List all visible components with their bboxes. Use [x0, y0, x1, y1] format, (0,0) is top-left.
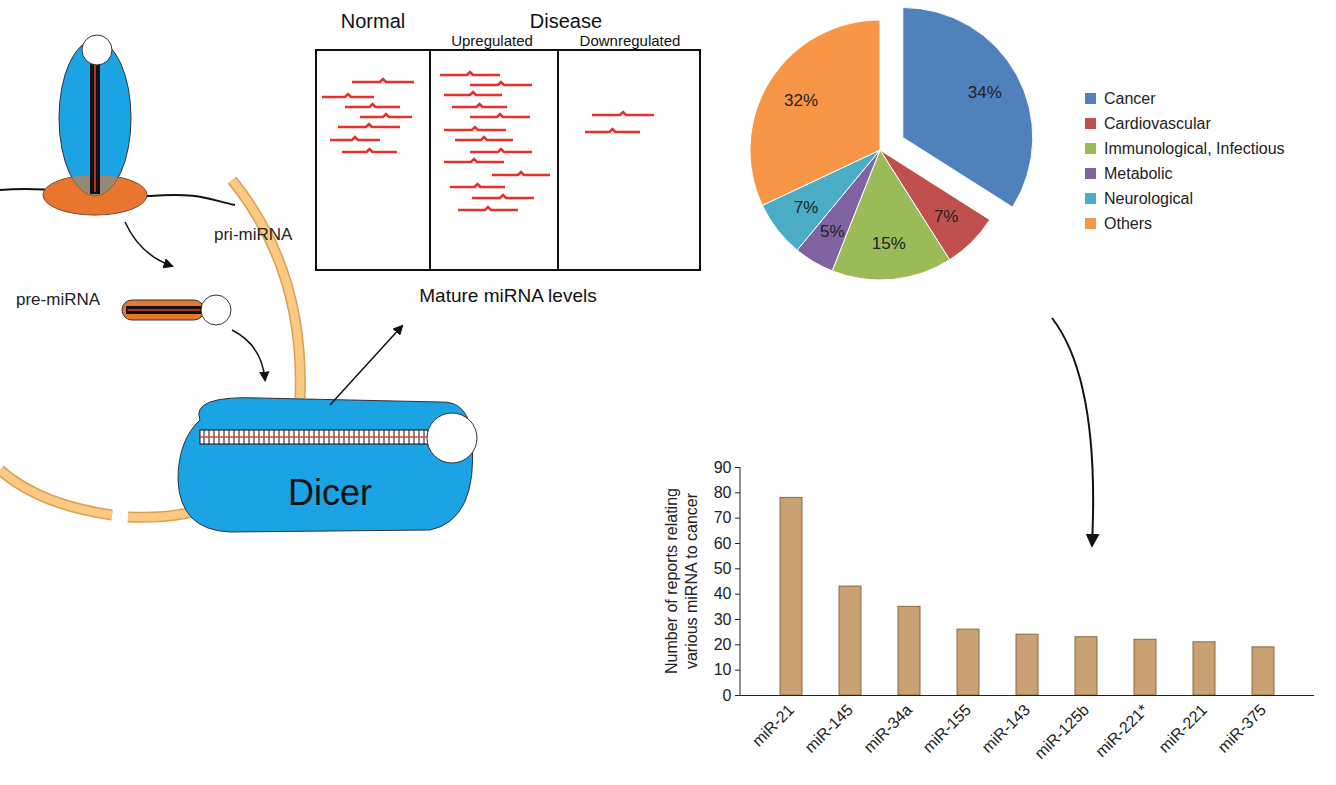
svg-text:pri-miRNA: pri-miRNA — [214, 225, 293, 244]
svg-text:Dicer: Dicer — [288, 472, 372, 513]
svg-text:miR-21: miR-21 — [749, 701, 798, 750]
html-text:Cardiovascular: Cardiovascular — [1104, 114, 1211, 132]
svg-text:15%: 15% — [872, 234, 906, 253]
svg-text:miR-221: miR-221 — [1155, 701, 1210, 756]
svg-text:7%: 7% — [934, 207, 959, 226]
svg-text:miR-221*: miR-221* — [1092, 701, 1151, 760]
svg-text:miR-143: miR-143 — [978, 701, 1033, 756]
svg-text:miR-125b: miR-125b — [1031, 701, 1092, 762]
svg-text:40: 40 — [714, 585, 732, 602]
svg-text:90: 90 — [714, 459, 732, 476]
svg-text:miR-375: miR-375 — [1214, 701, 1269, 756]
svg-text:10: 10 — [714, 661, 732, 678]
svg-text:20: 20 — [714, 636, 732, 653]
svg-text:Mature miRNA levels: Mature miRNA levels — [419, 285, 596, 306]
svg-text:0: 0 — [723, 687, 732, 704]
svg-text:30: 30 — [714, 611, 732, 628]
html-text:various miRNA to cancer: various miRNA to cancer — [683, 493, 700, 669]
html-text:Others: Others — [1104, 214, 1152, 232]
svg-text:70: 70 — [714, 509, 732, 526]
svg-text:pre-miRNA: pre-miRNA — [16, 290, 101, 309]
html-text:Number of reports relating: Number of reports relating — [663, 488, 680, 674]
svg-text:32%: 32% — [784, 91, 818, 110]
svg-text:Downregulated: Downregulated — [580, 32, 681, 49]
svg-text:5%: 5% — [820, 222, 845, 241]
svg-text:7%: 7% — [794, 198, 819, 217]
svg-text:60: 60 — [714, 535, 732, 552]
svg-text:50: 50 — [714, 560, 732, 577]
html-text:Metabolic: Metabolic — [1104, 164, 1173, 182]
svg-text:Normal: Normal — [341, 10, 405, 32]
svg-text:Upregulated: Upregulated — [451, 32, 533, 49]
svg-text:80: 80 — [714, 484, 732, 501]
svg-text:miR-34a: miR-34a — [860, 701, 915, 756]
html-text:Cancer: Cancer — [1104, 89, 1156, 107]
svg-text:34%: 34% — [968, 83, 1002, 102]
svg-text:miR-155: miR-155 — [919, 701, 974, 756]
svg-text:Disease: Disease — [530, 10, 602, 32]
svg-text:miR-145: miR-145 — [801, 701, 856, 756]
html-text:Neurological: Neurological — [1104, 189, 1193, 207]
html-text:Immunological, Infectious: Immunological, Infectious — [1104, 139, 1285, 157]
